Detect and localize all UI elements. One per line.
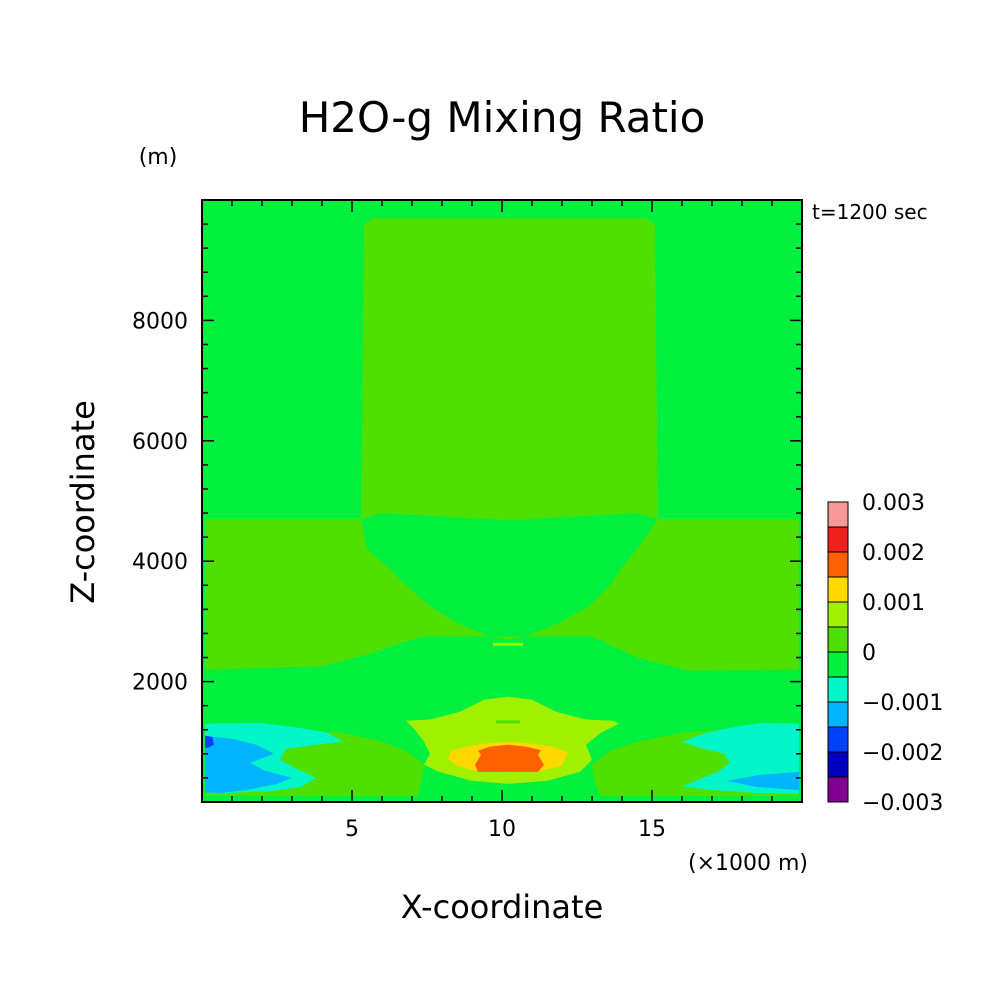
y-tick-label: 2000	[132, 671, 188, 696]
colorbar-swatch	[827, 726, 849, 753]
colorbar-swatch	[827, 676, 849, 703]
x-axis-label: X-coordinate	[401, 888, 604, 926]
time-label: t=1200 sec	[812, 200, 928, 224]
colorbar: 0.003 0.002 0.001 0 −0.001 −0.002 −0.003	[827, 491, 943, 816]
colorbar-swatch	[827, 701, 849, 728]
y-axis-label: Z-coordinate	[64, 400, 102, 604]
colorbar-swatch	[827, 501, 849, 528]
x-axis-ticks: 5 10 15	[231, 200, 773, 842]
region-low-band	[205, 723, 799, 796]
colorbar-label: −0.001	[862, 691, 943, 716]
x-tick-label: 15	[638, 817, 666, 842]
colorbar-swatch	[827, 651, 849, 678]
region-central-orange-core	[475, 744, 544, 772]
x-tick-label: 5	[345, 817, 359, 842]
region-upper-column	[361, 218, 658, 521]
colorbar-label: 0.003	[862, 491, 925, 516]
colorbar-swatch	[827, 601, 849, 628]
chart-title: H2O-g Mixing Ratio	[299, 93, 706, 142]
colorbar-label: 0	[862, 641, 876, 666]
colorbar-swatch	[827, 551, 849, 578]
colorbar-swatch	[827, 751, 849, 778]
region-mid-band	[205, 519, 799, 671]
colorbar-label: −0.003	[862, 791, 943, 816]
colorbar-swatch	[827, 526, 849, 553]
colorbar-label: 0.002	[862, 541, 925, 566]
colorbar-label: −0.002	[862, 741, 943, 766]
colorbar-swatch	[827, 626, 849, 653]
region-left-blue-spot	[205, 735, 214, 748]
colorbar-label: 0.001	[862, 591, 925, 616]
colorbar-swatch	[827, 576, 849, 603]
x-tick-label: 10	[488, 817, 516, 842]
x-unit-label: (×1000 m)	[688, 851, 808, 876]
colorbar-swatch	[827, 776, 849, 803]
y-tick-label: 4000	[132, 550, 188, 575]
plot-area	[201, 199, 803, 803]
y-tick-label: 6000	[132, 430, 188, 455]
y-tick-label: 8000	[132, 309, 188, 334]
y-axis-ticks: 2000 4000 6000 8000	[132, 223, 802, 779]
region-right-cyan-core	[727, 771, 799, 790]
y-unit-label: (m)	[139, 145, 178, 170]
region-left-cyan-core	[205, 735, 292, 793]
